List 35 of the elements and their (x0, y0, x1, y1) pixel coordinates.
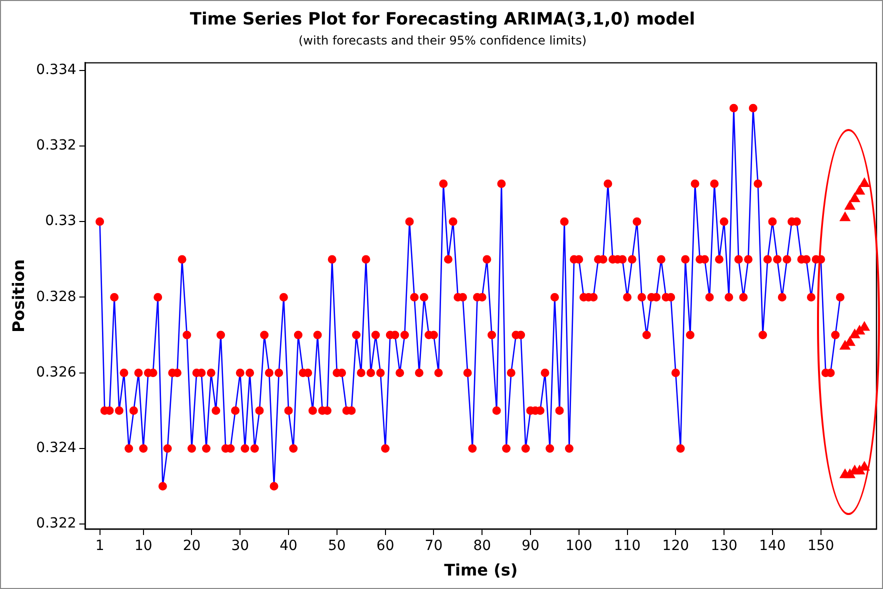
y-tick-label: 0.332 (36, 138, 76, 154)
x-tick-label: 90 (522, 538, 540, 554)
x-tick-label: 20 (182, 538, 201, 554)
x-tick-label: 150 (807, 538, 834, 554)
x-tick-label: 110 (614, 538, 641, 554)
x-tick-label: 1 (95, 538, 104, 554)
x-tick-label: 60 (376, 538, 394, 554)
point (849, 192, 860, 202)
chart-title: Time Series Plot for Forecasting ARIMA(3,1,0) model (190, 10, 696, 30)
y-axis-title: Position (8, 259, 28, 333)
point (859, 178, 870, 188)
point (854, 185, 865, 195)
x-tick-label: 70 (424, 538, 443, 554)
x-tick-label: 100 (566, 538, 592, 554)
y-tick-label: 0.326 (36, 364, 76, 380)
x-tick-label: 80 (473, 538, 492, 554)
point (844, 336, 856, 346)
x-axis-title: Time (s) (444, 560, 518, 580)
chart-subtitle: (with forecasts and their 95% confidence limits) (298, 34, 587, 48)
x-tick-label: 120 (662, 538, 690, 554)
point (859, 461, 870, 471)
x-tick-label: 130 (710, 538, 738, 554)
y-tick-label: 0.334 (36, 62, 76, 78)
y-tick-label: 0.324 (36, 440, 76, 456)
x-tick-label: 40 (280, 538, 298, 554)
y-tick-label: 0.322 (36, 516, 76, 532)
x-tick-label: 10 (134, 538, 152, 554)
point (859, 321, 870, 331)
point (840, 212, 850, 222)
x-tick-label: 50 (328, 538, 346, 554)
point (844, 200, 856, 210)
y-tick-label: 0.33 (45, 213, 76, 230)
x-tick-label: 30 (231, 538, 250, 554)
y-tick-label: 0.328 (36, 288, 76, 305)
x-tick-label: 140 (759, 538, 786, 554)
